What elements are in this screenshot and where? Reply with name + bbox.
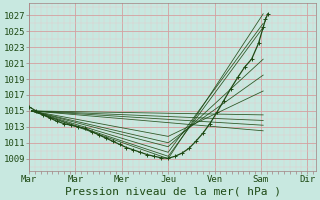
X-axis label: Pression niveau de la mer( hPa ): Pression niveau de la mer( hPa ) [65,187,281,197]
